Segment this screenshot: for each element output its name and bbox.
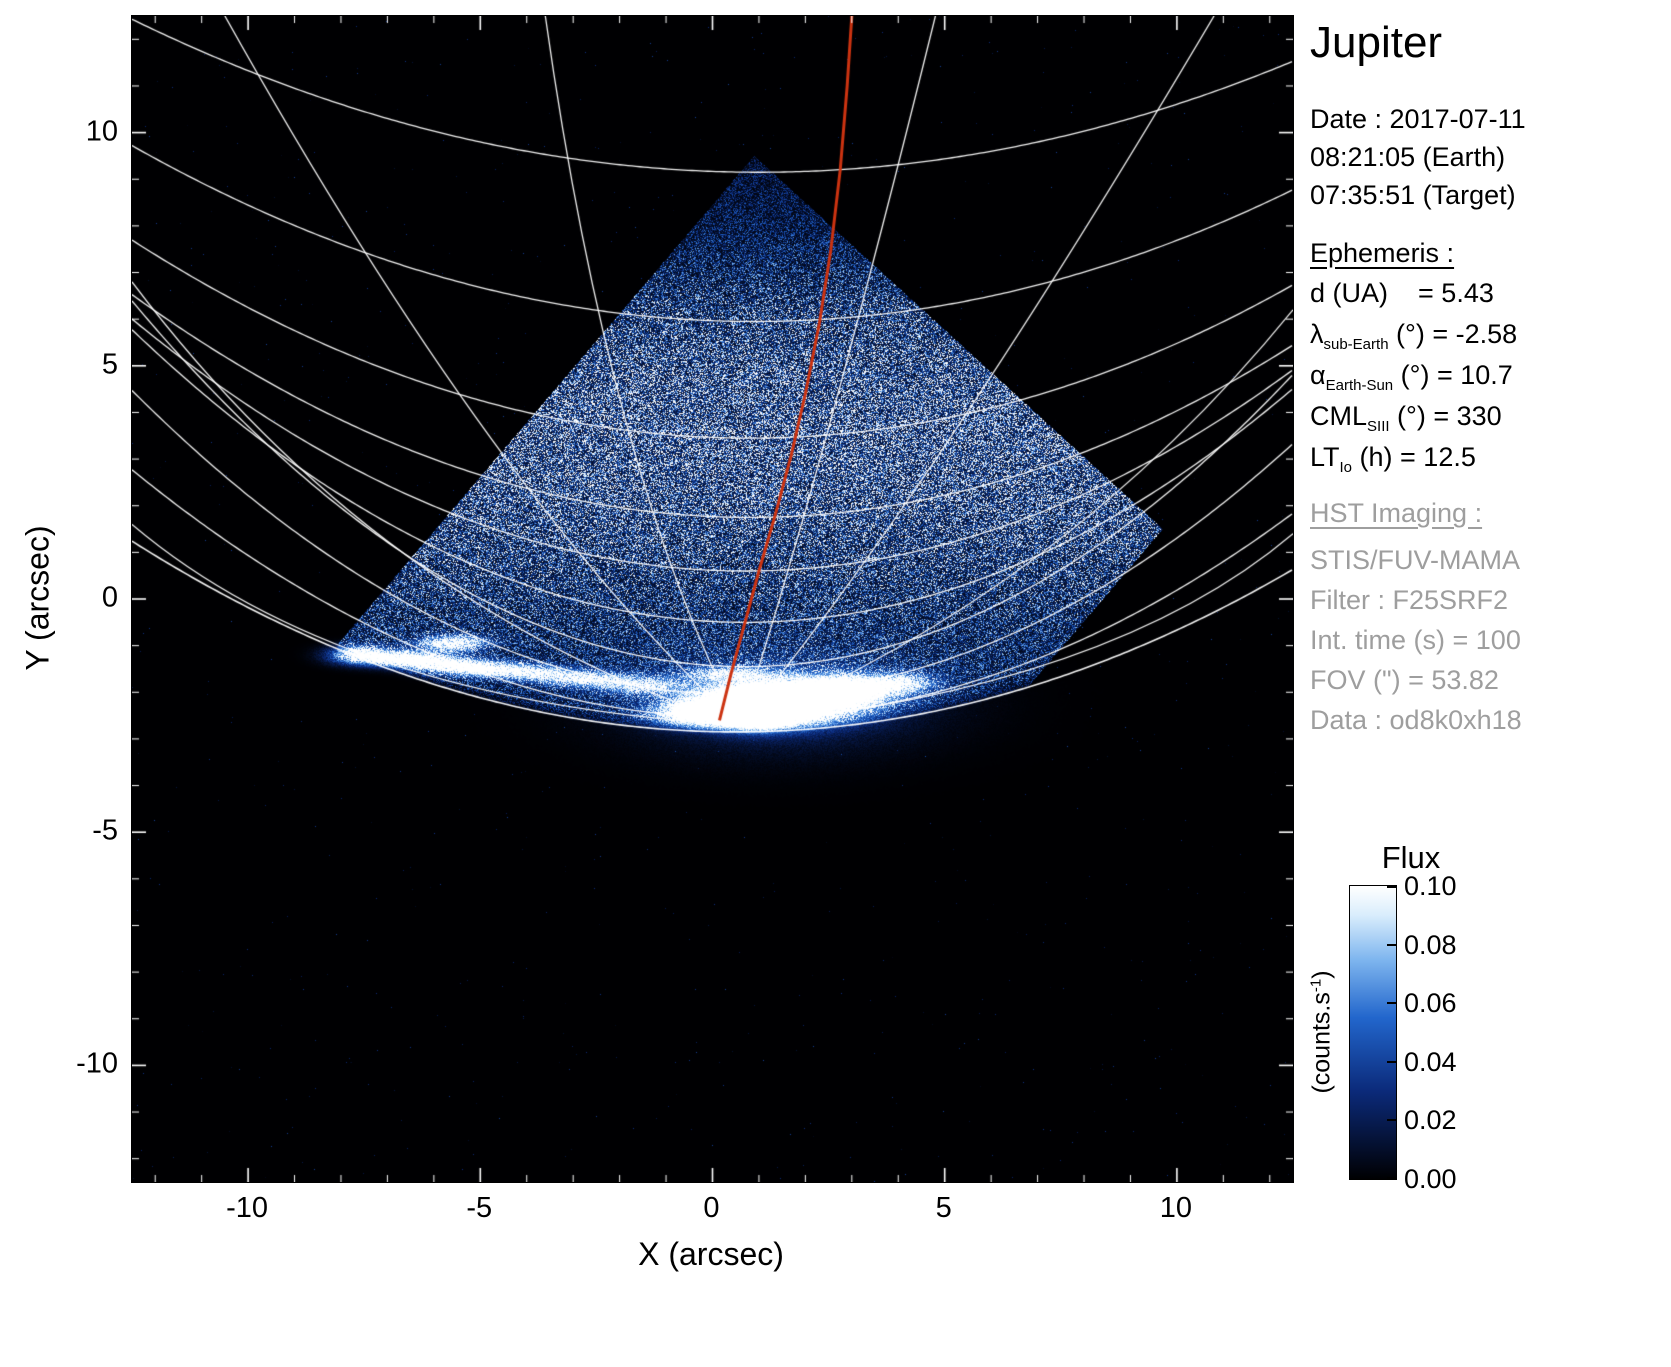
x-tick-label: 0 [703, 1192, 719, 1225]
ephemeris-value: (°) = -2.58 [1389, 319, 1518, 349]
ephemeris-heading: Ephemeris : [1310, 238, 1454, 269]
colorbar-tick-label: 0.00 [1404, 1164, 1457, 1195]
date-line: Date : 2017-07-11 [1310, 100, 1526, 138]
hst-fov: FOV (") = 53.82 [1310, 660, 1522, 700]
ephemeris-row-alpha: αEarth-Sun (°) = 10.7 [1310, 360, 1517, 401]
colorbar-tick-label: 0.08 [1404, 930, 1457, 961]
x-axis-label: X (arcsec) [638, 1236, 784, 1273]
y-tick-label: -5 [28, 815, 118, 848]
figure-root: X (arcsec) Y (arcsec) Jupiter Date : 201… [0, 0, 1671, 1367]
ephemeris-list: d (UA) = 5.43 λsub-Earth (°) = -2.58 αEa… [1310, 278, 1517, 483]
ephemeris-subscript: SIII [1367, 418, 1390, 435]
ephemeris-subscript: Io [1340, 459, 1353, 476]
colorbar-tick-mark [1387, 1061, 1396, 1063]
colorbar-unit-label: (counts.s-1) [1307, 970, 1336, 1093]
ephemeris-row-lt-io: LTIo (h) = 12.5 [1310, 442, 1517, 483]
time-earth-line: 08:21:05 (Earth) [1310, 138, 1526, 176]
x-tick-label: 10 [1160, 1192, 1192, 1225]
colorbar-tick-label: 0.10 [1404, 871, 1457, 902]
ephemeris-row-lambda: λsub-Earth (°) = -2.58 [1310, 319, 1517, 360]
hst-filter: Filter : F25SRF2 [1310, 580, 1522, 620]
aurora-image-canvas [132, 16, 1293, 1182]
colorbar-tick-mark [1387, 1177, 1396, 1179]
colorbar-tick-label: 0.04 [1404, 1047, 1457, 1078]
y-tick-label: 10 [28, 115, 118, 148]
y-tick-label: 0 [28, 582, 118, 615]
y-tick-label: -10 [28, 1048, 118, 1081]
ephemeris-row-distance: d (UA) = 5.43 [1310, 278, 1517, 319]
ephemeris-symbol: CML [1310, 401, 1367, 431]
colorbar-unit-sup: -1 [1307, 979, 1324, 992]
hst-instrument: STIS/FUV-MAMA [1310, 540, 1522, 580]
ephemeris-subscript: sub-Earth [1324, 336, 1389, 353]
plot-area [131, 15, 1294, 1183]
ephemeris-subscript: Earth-Sun [1326, 377, 1394, 394]
ephemeris-symbol: λ [1310, 319, 1324, 349]
colorbar-tick-mark [1387, 1002, 1396, 1004]
x-tick-label: -10 [226, 1192, 268, 1225]
ephemeris-value: (°) = 10.7 [1393, 360, 1513, 390]
ephemeris-symbol: LT [1310, 442, 1340, 472]
hst-int-time: Int. time (s) = 100 [1310, 620, 1522, 660]
colorbar [1349, 885, 1397, 1180]
plot-title: Jupiter [1310, 18, 1442, 68]
colorbar-tick-label: 0.02 [1404, 1105, 1457, 1136]
x-tick-label: -5 [466, 1192, 492, 1225]
ephemeris-row-cml: CMLSIII (°) = 330 [1310, 401, 1517, 442]
ephemeris-value: (°) = 330 [1390, 401, 1502, 431]
ephemeris-symbol: d [1310, 278, 1325, 308]
hst-imaging-list: STIS/FUV-MAMA Filter : F25SRF2 Int. time… [1310, 540, 1522, 740]
colorbar-tick-label: 0.06 [1404, 988, 1457, 1019]
colorbar-unit-text: (counts.s [1308, 992, 1336, 1093]
colorbar-tick-mark [1387, 886, 1396, 888]
colorbar-tick-labels: 0.10 0.08 0.06 0.04 0.02 0.00 [1404, 885, 1494, 1178]
ephemeris-value: (UA) = 5.43 [1325, 278, 1494, 308]
colorbar-tick-mark [1387, 1119, 1396, 1121]
colorbar-unit-close: ) [1308, 970, 1336, 978]
colorbar-tick-mark [1387, 944, 1396, 946]
ephemeris-value: (h) = 12.5 [1352, 442, 1476, 472]
date-block: Date : 2017-07-11 08:21:05 (Earth) 07:35… [1310, 100, 1526, 214]
hst-imaging-heading: HST Imaging : [1310, 498, 1482, 529]
y-tick-label: 5 [28, 348, 118, 381]
x-tick-label: 5 [936, 1192, 952, 1225]
time-target-line: 07:35:51 (Target) [1310, 176, 1526, 214]
hst-data-id: Data : od8k0xh18 [1310, 700, 1522, 740]
ephemeris-symbol: α [1310, 360, 1326, 390]
